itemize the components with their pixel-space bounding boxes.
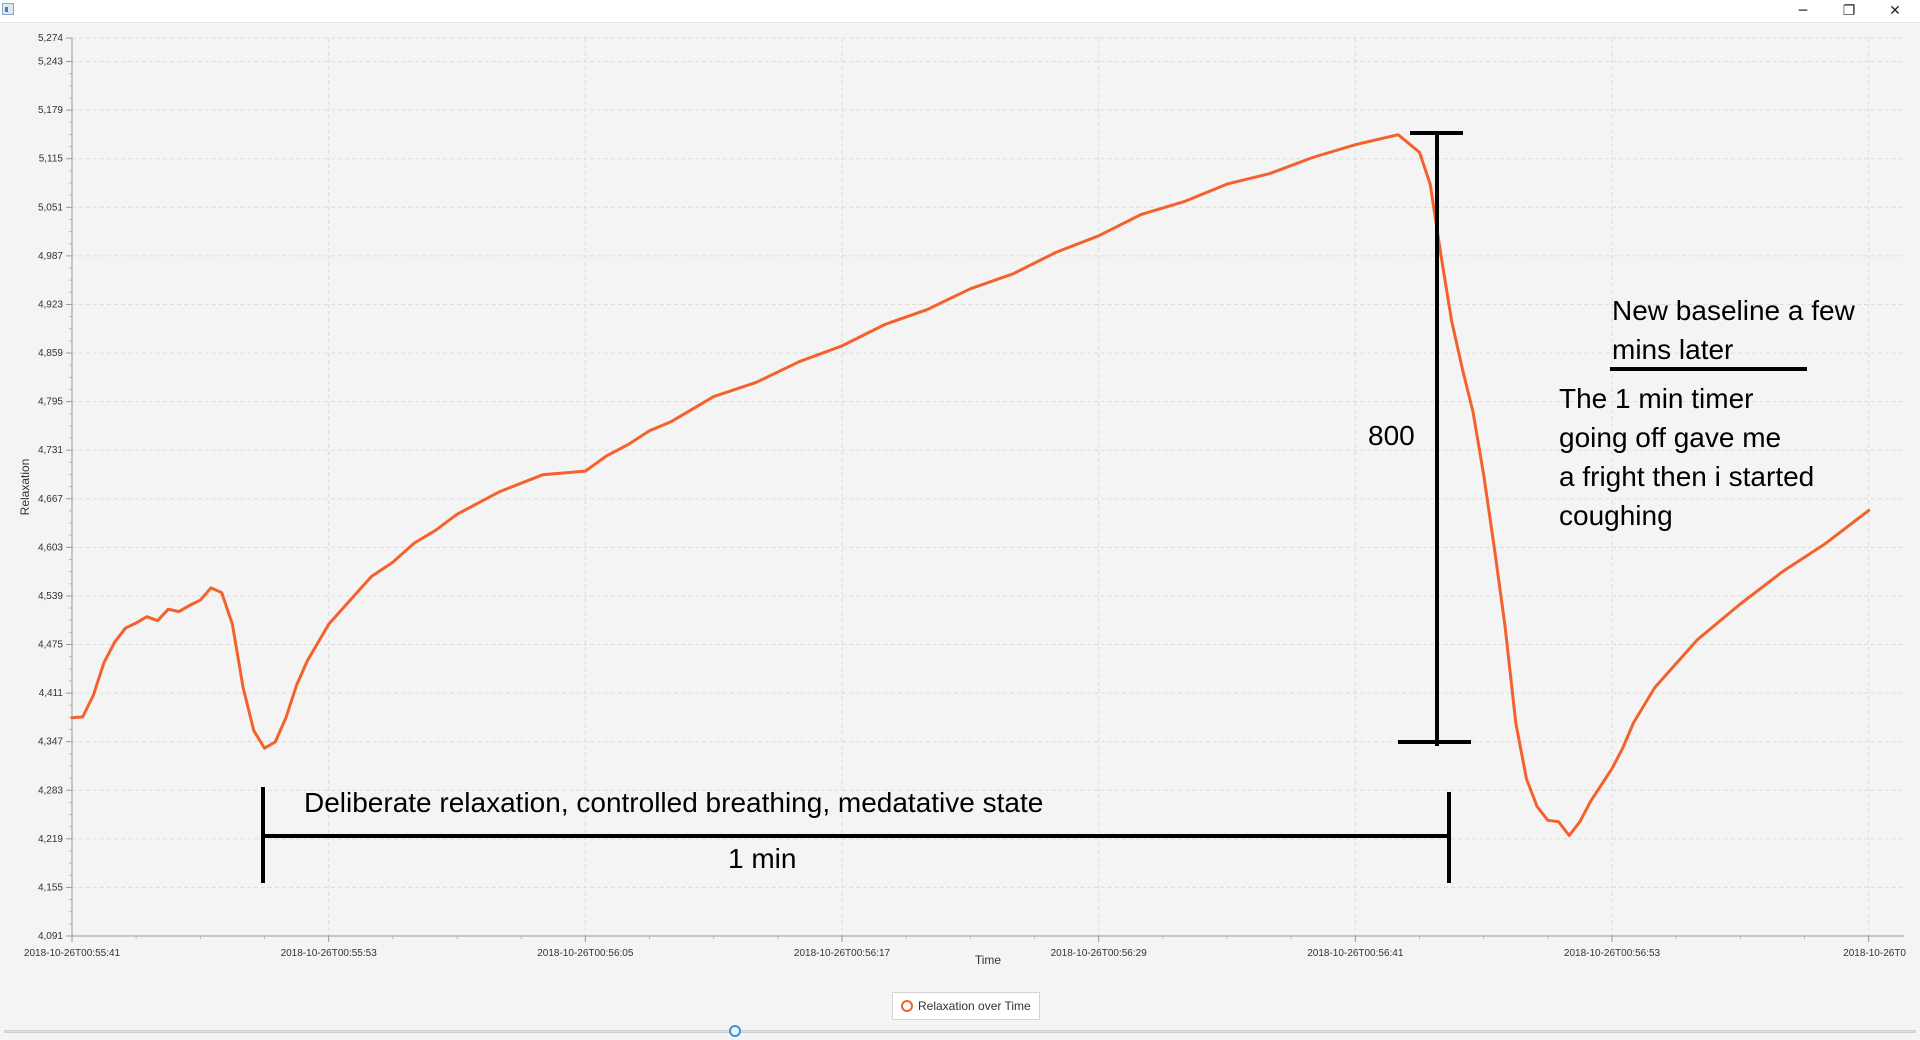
baseline-annotation-line: New baseline a few — [1612, 295, 1856, 326]
x-tick-label: 2018-10-26T00:55:53 — [281, 948, 378, 959]
y-tick-label: 5,274 — [38, 33, 63, 44]
y-tick-label: 4,091 — [38, 931, 63, 942]
axes: 4,091 4,155 4,219 4,283 4,347 4,411 4,475 4,539… — [18, 33, 1906, 967]
y-tick-label: 4,667 — [38, 494, 63, 505]
scrollbar-track[interactable] — [4, 1030, 1916, 1033]
restore-button[interactable]: ❐ — [1842, 3, 1856, 19]
timer-annotation-line: coughing — [1559, 500, 1673, 531]
app-icon — [2, 3, 14, 15]
time-scrollbar[interactable] — [0, 1024, 1920, 1040]
y-tick-label: 4,731 — [38, 445, 63, 456]
x-tick-label: 2018-10-26T00:55:41 — [24, 948, 121, 959]
y-tick-label: 4,859 — [38, 348, 63, 359]
y-tick-label: 5,051 — [38, 202, 63, 213]
legend-label: Relaxation over Time — [918, 999, 1031, 1013]
y-tick-label: 4,411 — [39, 688, 64, 699]
y-tick-label: 5,179 — [38, 105, 63, 116]
x-tick-label: 2018-10-26T0 — [1843, 948, 1906, 959]
series-layer — [70, 133, 1871, 837]
legend: Relaxation over Time — [892, 992, 1040, 1020]
x-tick-label: 2018-10-26T00:56:53 — [1564, 948, 1661, 959]
close-button[interactable]: ✕ — [1889, 3, 1901, 19]
line-chart: 4,091 4,155 4,219 4,283 4,347 4,411 4,475 4,539… — [18, 33, 1906, 967]
timer-annotation-line: a fright then i started — [1559, 461, 1814, 492]
y-axis-title: Relaxation — [18, 459, 32, 516]
y-tick-label: 5,115 — [39, 154, 64, 165]
range-800-label: 800 — [1368, 420, 1415, 451]
scrollbar-thumb[interactable] — [729, 1025, 741, 1037]
one-min-annotation: 1 min — [728, 843, 796, 874]
y-tick-label: 5,243 — [38, 57, 63, 68]
x-axis-title: Time — [975, 953, 1002, 967]
timer-annotation-line: going off gave me — [1559, 422, 1781, 453]
y-tick-label: 4,475 — [38, 640, 63, 651]
annotations: 800 Deliberate relaxation, controlled bre… — [261, 131, 1856, 883]
y-tick-label: 4,283 — [38, 785, 63, 796]
y-tick-label: 4,987 — [38, 251, 63, 262]
timer-annotation-line: The 1 min timer — [1559, 383, 1754, 414]
title-bar: ─ ❐ ✕ — [0, 0, 1920, 23]
y-tick-label: 4,347 — [38, 737, 63, 748]
legend-circle-icon — [901, 1000, 913, 1012]
x-tick-label: 2018-10-26T00:56:05 — [537, 948, 634, 959]
y-tick-label: 4,219 — [38, 834, 63, 845]
relaxation-annotation: Deliberate relaxation, controlled breath… — [304, 787, 1043, 818]
y-tick-label: 4,539 — [38, 591, 63, 602]
x-tick-label: 2018-10-26T00:56:41 — [1307, 948, 1404, 959]
y-tick-label: 4,155 — [38, 882, 63, 893]
y-tick-label: 4,795 — [38, 397, 63, 408]
y-tick-label: 4,603 — [38, 542, 63, 553]
baseline-annotation-line: mins later — [1612, 334, 1733, 365]
y-tick-label: 4,923 — [38, 299, 63, 310]
minimize-button[interactable]: ─ — [1798, 3, 1808, 19]
x-tick-label: 2018-10-26T00:56:29 — [1051, 948, 1148, 959]
relaxation-series-line — [70, 133, 1871, 837]
x-tick-label: 2018-10-26T00:56:17 — [794, 948, 891, 959]
